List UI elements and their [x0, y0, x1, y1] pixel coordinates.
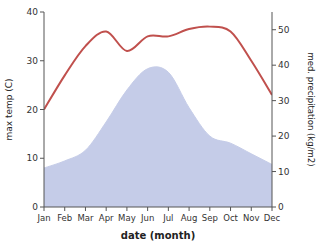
y-axis-label: max temp (C): [4, 78, 14, 140]
x-tick: [126, 207, 127, 211]
x-axis-label: date (month): [121, 230, 195, 241]
x-tick: [64, 207, 65, 211]
temperature-line: [44, 27, 272, 110]
y-tick-label: 30: [27, 56, 39, 66]
x-tick-label: Mar: [77, 213, 94, 223]
y2-tick: [272, 100, 276, 101]
x-tick-label: Oct: [223, 213, 238, 223]
x-tick-label: Sep: [202, 213, 218, 223]
y2-tick-label: 0: [278, 202, 284, 212]
y2-tick-label: 20: [278, 131, 290, 141]
y-tick-label: 40: [27, 7, 39, 17]
y-tick: [40, 60, 44, 61]
x-tick-label: May: [118, 213, 136, 223]
x-tick: [168, 207, 169, 211]
y-tick: [40, 207, 44, 208]
y2-axis-label: med. precipitation (kg/m2): [306, 52, 316, 166]
x-tick: [230, 207, 231, 211]
y-tick-label: 20: [27, 105, 39, 115]
x-tick-label: Dec: [264, 213, 281, 223]
x-tick: [106, 207, 107, 211]
y2-tick: [272, 207, 276, 208]
y2-tick: [272, 171, 276, 172]
y2-tick-label: 30: [278, 96, 290, 106]
y-tick: [40, 109, 44, 110]
y2-tick-label: 50: [278, 25, 290, 35]
plot-area: [44, 27, 272, 207]
x-tick: [147, 207, 148, 211]
x-axis: [44, 207, 272, 208]
precipitation-area: [44, 67, 272, 207]
x-tick: [272, 207, 273, 211]
x-tick-label: Jan: [36, 213, 50, 223]
y-tick-label: 0: [32, 202, 38, 212]
x-tick-label: Jul: [162, 213, 173, 223]
y2-tick-label: 10: [278, 167, 290, 177]
x-tick-label: Apr: [99, 213, 114, 223]
y-tick: [40, 158, 44, 159]
y2-tick: [272, 65, 276, 66]
y2-axis: [272, 12, 273, 207]
x-tick: [209, 207, 210, 211]
x-tick-label: Nov: [243, 213, 260, 223]
y-tick-label: 10: [27, 153, 39, 163]
x-tick: [85, 207, 86, 211]
chart: JanFebMarAprMayJunJulAugSepOctNovDec0102…: [0, 0, 318, 247]
x-tick-label: Jun: [140, 213, 154, 223]
y2-tick: [272, 29, 276, 30]
x-tick: [251, 207, 252, 211]
x-tick-label: Aug: [181, 213, 198, 223]
x-tick: [189, 207, 190, 211]
y2-tick-label: 40: [278, 60, 290, 70]
x-tick-label: Feb: [57, 213, 72, 223]
y-tick: [40, 12, 44, 13]
y2-tick: [272, 136, 276, 137]
x-tick: [44, 207, 45, 211]
